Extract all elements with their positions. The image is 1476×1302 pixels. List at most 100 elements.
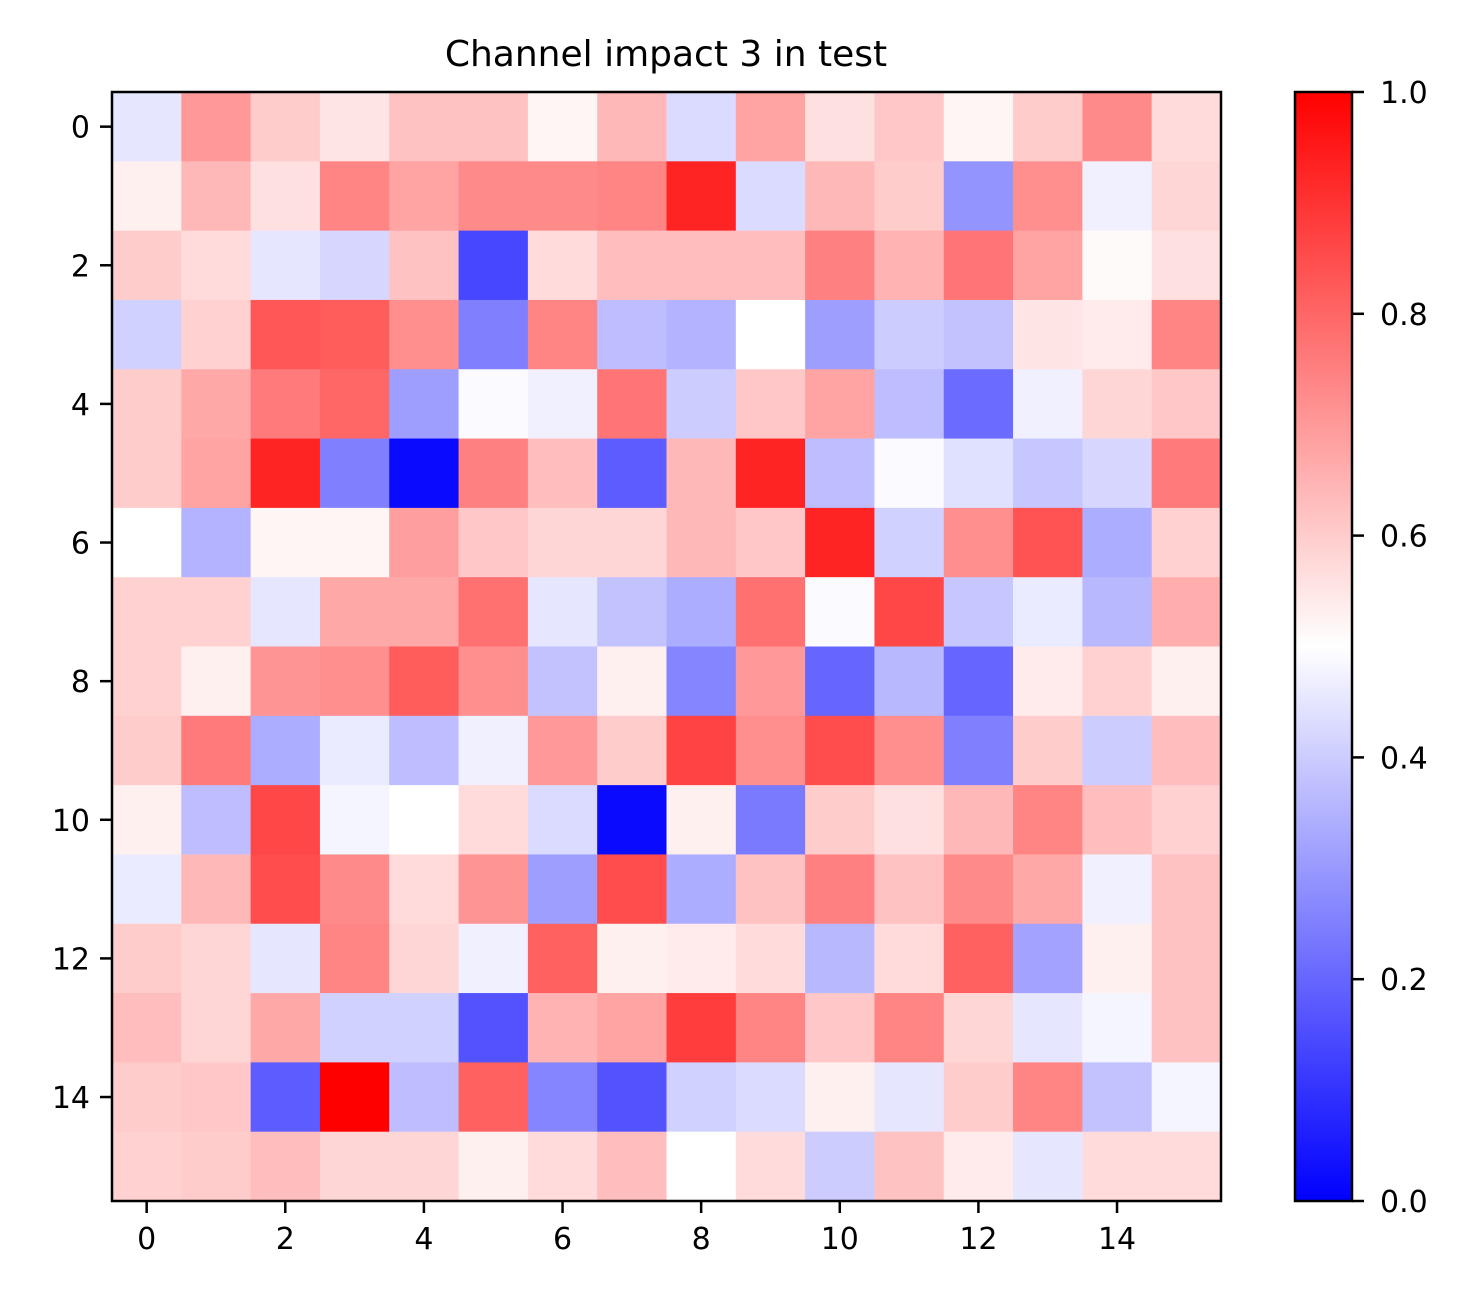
heatmap-cell xyxy=(597,299,668,370)
heatmap-cell xyxy=(805,1062,876,1133)
heatmap-cell xyxy=(250,161,321,232)
heatmap-cell xyxy=(527,1131,598,1202)
heatmap-cell xyxy=(1013,161,1083,232)
heatmap-cell xyxy=(319,438,390,509)
heatmap-cell xyxy=(389,507,460,578)
y-tick-label: 14 xyxy=(52,1081,90,1116)
heatmap-cell xyxy=(666,92,737,162)
heatmap-cell xyxy=(943,92,1014,162)
heatmap-cell xyxy=(805,230,876,301)
heatmap-cell xyxy=(1013,438,1083,509)
heatmap-cell xyxy=(527,1062,598,1133)
heatmap-cell xyxy=(874,993,945,1063)
y-tick-label: 12 xyxy=(52,942,90,977)
heatmap-cell xyxy=(805,507,876,578)
heatmap-cell xyxy=(1151,230,1222,301)
heatmap-cell xyxy=(112,438,182,509)
heatmap-cell xyxy=(181,854,252,925)
heatmap-cell xyxy=(874,715,945,786)
heatmap-cell xyxy=(527,715,598,786)
heatmap-cell xyxy=(1013,230,1083,301)
heatmap-cell xyxy=(319,1131,390,1202)
heatmap-cell xyxy=(1082,577,1153,648)
colorbar-tick-label: 0.8 xyxy=(1380,298,1428,333)
heatmap-cell xyxy=(527,161,598,232)
heatmap-cell xyxy=(1082,438,1153,509)
heatmap-cell xyxy=(250,92,321,162)
y-tick-label: 8 xyxy=(71,665,90,700)
heatmap-cell xyxy=(805,715,876,786)
heatmap-cell xyxy=(1082,646,1153,717)
heatmap-cell xyxy=(943,230,1014,301)
heatmap-cell xyxy=(1151,1131,1222,1202)
heatmap-cell xyxy=(735,854,806,925)
heatmap-cell xyxy=(389,993,460,1063)
heatmap-cell xyxy=(1013,646,1083,717)
heatmap-cell xyxy=(805,92,876,162)
heatmap-cell xyxy=(874,646,945,717)
heatmap-cell xyxy=(527,230,598,301)
heatmap-cell xyxy=(389,299,460,370)
heatmap-cell xyxy=(458,161,529,232)
heatmap-cell xyxy=(597,92,668,162)
heatmap-cell xyxy=(735,230,806,301)
heatmap-cell xyxy=(1013,577,1083,648)
heatmap-cell xyxy=(666,646,737,717)
y-tick-label: 4 xyxy=(71,388,90,423)
heatmap-cell xyxy=(1082,1062,1153,1133)
heatmap-cell xyxy=(527,299,598,370)
heatmap-cell xyxy=(1151,993,1222,1063)
heatmap-cell xyxy=(319,646,390,717)
heatmap-cell xyxy=(181,646,252,717)
heatmap-cell xyxy=(943,923,1014,994)
heatmap-cell xyxy=(874,369,945,440)
heatmap-cell xyxy=(112,369,182,440)
x-tick-label: 2 xyxy=(276,1222,295,1257)
heatmap-cell xyxy=(735,785,806,856)
heatmap-cell xyxy=(458,438,529,509)
heatmap-cell xyxy=(874,923,945,994)
heatmap-cell xyxy=(181,507,252,578)
heatmap-cell xyxy=(319,923,390,994)
heatmap-cell xyxy=(1151,923,1222,994)
y-tick-label: 10 xyxy=(52,804,90,839)
heatmap-cell xyxy=(735,923,806,994)
heatmap-cell xyxy=(1013,923,1083,994)
x-tick-label: 0 xyxy=(137,1222,156,1257)
x-axis: 0 2 4 6 8 10 12 14 xyxy=(137,1201,1136,1257)
heatmap-cell xyxy=(943,646,1014,717)
heatmap-cell xyxy=(666,161,737,232)
heatmap-cell xyxy=(597,230,668,301)
heatmap-cell xyxy=(250,646,321,717)
heatmap-cell xyxy=(181,92,252,162)
x-tick-label: 6 xyxy=(553,1222,572,1257)
heatmap-cell xyxy=(735,369,806,440)
heatmap-cell xyxy=(181,785,252,856)
heatmap-cell xyxy=(112,993,182,1063)
heatmap-cell xyxy=(319,299,390,370)
heatmap-cell xyxy=(666,577,737,648)
heatmap-cell xyxy=(1151,1062,1222,1133)
heatmap-cell xyxy=(389,161,460,232)
colorbar-tick-label: 0.0 xyxy=(1380,1185,1428,1220)
heatmap-cell xyxy=(666,854,737,925)
heatmap-cell xyxy=(181,577,252,648)
heatmap-cell xyxy=(666,715,737,786)
heatmap-cell xyxy=(735,1062,806,1133)
heatmap-cell xyxy=(735,438,806,509)
heatmap-cell xyxy=(1013,993,1083,1063)
heatmap-cell xyxy=(943,715,1014,786)
heatmap-cell xyxy=(805,646,876,717)
heatmap-cell xyxy=(1082,161,1153,232)
heatmap-cell xyxy=(527,92,598,162)
heatmap-cell xyxy=(250,993,321,1063)
heatmap-cell xyxy=(735,715,806,786)
heatmap-cell xyxy=(666,299,737,370)
heatmap-cell xyxy=(112,923,182,994)
heatmap-cell xyxy=(666,230,737,301)
x-tick-label: 12 xyxy=(959,1222,997,1257)
heatmap-cell xyxy=(597,923,668,994)
heatmap-cell xyxy=(458,646,529,717)
heatmap-cell xyxy=(319,577,390,648)
heatmap-cell xyxy=(666,1062,737,1133)
